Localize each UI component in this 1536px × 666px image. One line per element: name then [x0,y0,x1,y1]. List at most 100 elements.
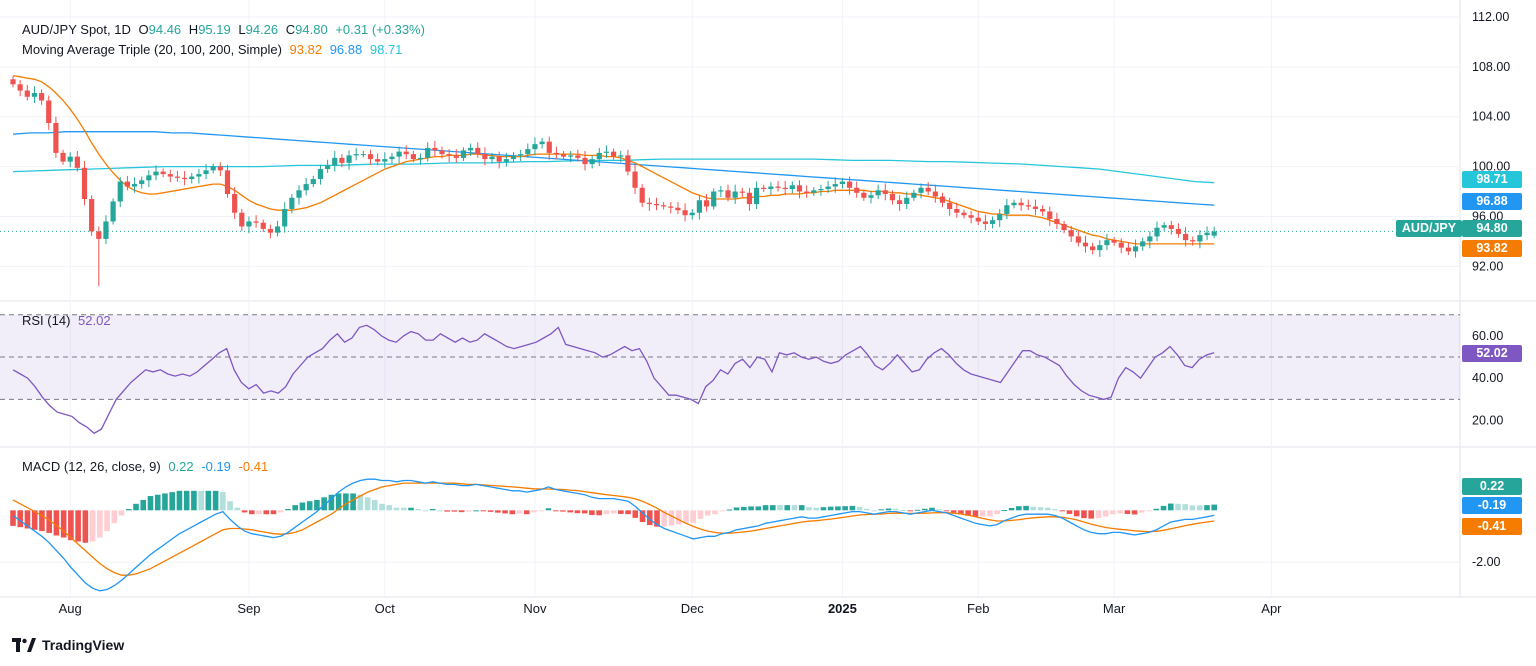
macd-histogram-bar [444,510,450,512]
macd-histogram-bar [10,510,16,526]
candle [303,177,309,196]
time-tick-label: Sep [237,601,260,616]
macd-histogram-bar [813,507,820,511]
macd-histogram-bar [704,510,711,516]
rsi-badge: 52.02 [1462,345,1522,362]
candle [346,150,352,170]
candle [982,214,988,231]
candle-body [382,159,388,162]
macd-histogram-bar [690,510,696,523]
candle [317,164,324,185]
candle-body [1090,246,1096,251]
macd-histogram-bar [437,510,443,512]
candle-body [775,186,781,188]
candle-body [310,179,316,185]
candle-body [761,187,767,190]
macd-histogram-bar [820,507,827,511]
macd-histogram-bar [697,510,704,519]
rsi-tick-label: 60.00 [1472,329,1503,343]
candle [189,172,195,184]
macd-histogram-bar [31,510,38,530]
candle-body [789,185,795,190]
grid-lines [0,0,1536,598]
candle-body [1183,233,1189,241]
candle [432,141,438,157]
candle-body [1190,240,1196,242]
price-tick-label: 112.00 [1472,10,1509,24]
rsi-legend: RSI (14) 52.02 [22,313,115,328]
candle-body [603,151,610,153]
macd-histogram-bar [958,510,964,515]
candle-body [1025,205,1031,207]
macd-histogram-bar [762,505,769,511]
candle-body [804,191,810,193]
macd-histogram-bar [386,505,393,511]
candle-body [689,212,695,216]
candle [961,209,967,219]
macd-histogram-bar [921,508,928,511]
macd-histogram-bar [538,510,545,512]
symbol-title[interactable]: AUD/JPY Spot, 1D [22,22,131,37]
candle [475,142,481,158]
candle-body [1011,202,1017,206]
tradingview-logo[interactable]: TradingView [12,637,124,653]
candle-body [575,155,581,158]
candle [532,137,538,156]
candle [575,149,581,162]
macd-histogram-bar [133,503,139,511]
macd-histogram-bar [147,496,154,511]
candle-body [1068,230,1074,237]
macd-histogram-bar [314,499,320,511]
rsi-legend-label[interactable]: RSI (14) [22,313,71,328]
candle [947,197,953,216]
candle-body [131,184,138,187]
candle [1161,222,1167,231]
candle-body [296,190,302,198]
candle-body [968,215,974,218]
macd-histogram-bar [516,510,523,514]
macd-histogram-bar [596,510,602,516]
candle [1047,206,1053,226]
macd-histogram-bar [466,510,472,512]
candle [882,183,888,201]
candle [510,152,517,163]
candle [174,170,181,182]
macd-histogram-bar [451,510,458,512]
candle [160,168,166,178]
candle-body [468,147,474,151]
low-label: L [238,22,246,37]
candle [839,177,845,189]
macd-histogram-bar [104,510,110,532]
candle [997,208,1003,228]
candle-body [325,165,331,170]
candle-body [982,221,988,224]
candle-body [1104,240,1110,246]
candle [489,152,495,164]
ma-legend-label[interactable]: Moving Average Triple (20, 100, 200, Sim… [22,42,282,57]
macd-histogram-bar [335,493,342,511]
candle [403,145,409,160]
candle [1061,220,1067,234]
candle [796,180,803,199]
candle-body [832,184,838,187]
macd-legend-label[interactable]: MACD (12, 26, close, 9) [22,459,161,474]
candle-body [904,197,910,204]
candle-body [432,147,438,151]
candle [46,95,52,130]
macd-histogram-bar [364,497,371,511]
candle-body [525,149,531,155]
candle-body [439,150,445,155]
macd-histogram-bar [140,499,147,511]
candle-body [782,187,788,190]
candle-body [1175,228,1182,234]
candle [932,184,938,203]
macd-histogram-bar [835,506,841,511]
candle-body [618,155,624,157]
candle [24,84,30,101]
candle-body [611,151,617,157]
candle [89,195,95,236]
macd-histogram-bar [263,510,270,515]
macd-histogram-bar [589,510,595,515]
candle-body [482,154,488,160]
macd-histogram-bar [1175,503,1181,511]
